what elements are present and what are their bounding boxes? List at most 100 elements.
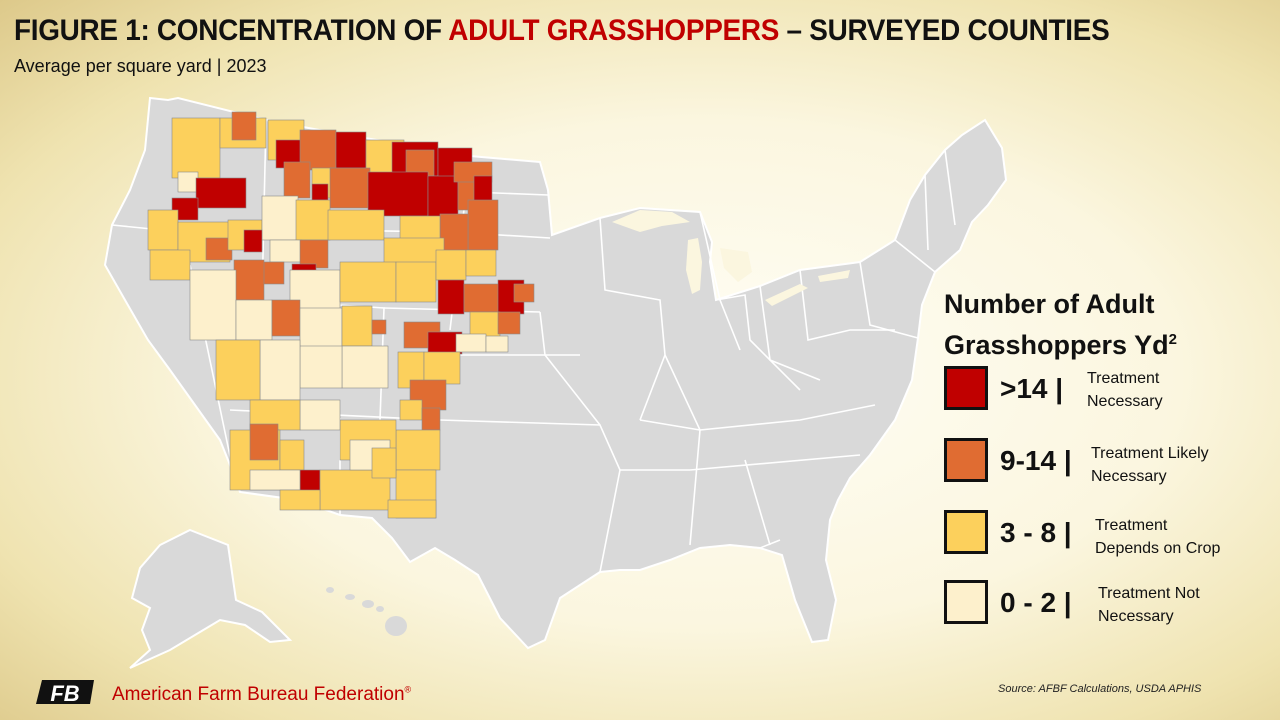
county-block (299, 399, 341, 431)
legend-title-line2: Grasshoppers Yd2 (944, 322, 1177, 363)
county-block (367, 171, 429, 217)
county-block (279, 439, 305, 471)
chart-title: FIGURE 1: CONCENTRATION OF ADULT GRASSHO… (14, 14, 1110, 48)
county-block (427, 175, 459, 221)
legend-desc-low-line1: Treatment Not (1098, 585, 1200, 602)
legend-desc-medium-high: Treatment Likely Necessary (1091, 442, 1251, 488)
county-block (249, 469, 301, 491)
county-block (485, 335, 509, 353)
lake-ontario-shape (818, 270, 850, 282)
legend-desc-low: Treatment Not Necessary (1098, 582, 1258, 628)
county-block (387, 499, 437, 519)
county-block (279, 489, 321, 511)
lake-huron-shape (720, 248, 752, 282)
legend-range-medium: 3 - 8 | (1000, 517, 1072, 548)
county-block (463, 283, 501, 313)
legend-desc-medium: Treatment Depends on Crop (1095, 514, 1255, 560)
county-block (295, 199, 331, 241)
lake-michigan-shape (686, 238, 702, 294)
county-block (289, 269, 341, 311)
county-block (341, 305, 373, 347)
county-block (371, 319, 387, 335)
county-block (233, 259, 265, 301)
title-highlight: ADULT GRASSHOPPERS (448, 14, 780, 47)
alaska-shape (129, 528, 293, 669)
county-block (259, 339, 301, 401)
county-block (299, 239, 329, 269)
county-block (189, 269, 237, 341)
great-lakes (612, 210, 850, 306)
legend-desc-medium-line2: Depends on Crop (1095, 540, 1221, 557)
fb-logo-text: FB (50, 681, 79, 706)
legend-desc-medium-line1: Treatment (1095, 517, 1168, 534)
legend-title: Number of Adult Grasshoppers Yd2 (944, 286, 1177, 363)
county-block (341, 345, 389, 389)
county-block (395, 429, 441, 471)
legend-swatch-high (944, 366, 988, 410)
county-block (421, 407, 441, 431)
legend-desc-medium-high-line1: Treatment Likely (1091, 445, 1209, 462)
legend-title-line1: Number of Adult (944, 289, 1155, 319)
county-block (171, 117, 221, 179)
county-block (335, 131, 367, 169)
legend-title-line2-text: Grasshoppers Yd (944, 330, 1169, 360)
county-block (235, 299, 273, 341)
county-block (439, 213, 469, 255)
legend-range-low: 0 - 2 | (1000, 587, 1072, 618)
county-block (261, 261, 285, 285)
county-block (423, 351, 461, 385)
title-suffix: – SURVEYED COUNTIES (779, 14, 1110, 47)
county-overlay (147, 111, 535, 519)
county-block (299, 307, 343, 349)
county-block (231, 111, 257, 141)
title-prefix: FIGURE 1: CONCENTRATION OF (14, 14, 449, 47)
legend-swatch-low (944, 580, 988, 624)
legend-swatch-medium-high (944, 438, 988, 482)
legend-desc-medium-high-line2: Necessary (1091, 468, 1167, 485)
source-note: Source: AFBF Calculations, USDA APHIS (998, 683, 1202, 695)
legend-swatch-medium (944, 510, 988, 554)
county-block (243, 229, 263, 253)
county-block (147, 209, 179, 251)
county-block (435, 249, 467, 281)
county-block (371, 447, 397, 479)
county-block (437, 279, 465, 315)
county-block (339, 261, 397, 303)
county-block (399, 399, 423, 421)
county-block (215, 339, 261, 401)
county-block (195, 177, 247, 209)
county-block (405, 149, 435, 177)
county-block (311, 183, 329, 201)
county-block (395, 261, 437, 303)
county-block (261, 195, 299, 241)
county-block (299, 345, 343, 389)
county-block (329, 167, 371, 209)
fb-logo: FB (36, 680, 94, 706)
lake-superior-shape (612, 210, 690, 232)
county-block (455, 333, 487, 353)
county-block (469, 311, 501, 339)
county-block (473, 175, 493, 203)
county-block (327, 209, 385, 241)
county-block (467, 199, 499, 251)
county-block (283, 161, 311, 199)
county-block (149, 249, 191, 281)
organization-name-text: American Farm Bureau Federation (112, 684, 405, 705)
county-block (465, 249, 497, 277)
lake-erie-shape (765, 284, 808, 306)
legend-range-medium-high: 9-14 | (1000, 445, 1072, 476)
county-block (497, 311, 521, 335)
chart-subtitle: Average per square yard | 2023 (14, 56, 267, 76)
registered-mark: ® (404, 684, 412, 695)
county-block (177, 171, 199, 193)
legend-desc-high-line2: Necessary (1087, 393, 1163, 410)
organization-name: American Farm Bureau Federation® (112, 684, 411, 706)
county-block (249, 423, 279, 461)
legend-title-superscript: 2 (1168, 331, 1177, 348)
legend-desc-low-line2: Necessary (1098, 608, 1174, 625)
county-block (513, 283, 535, 303)
county-block (269, 239, 303, 263)
county-block (271, 299, 301, 337)
legend-desc-high-line1: Treatment (1087, 370, 1160, 387)
